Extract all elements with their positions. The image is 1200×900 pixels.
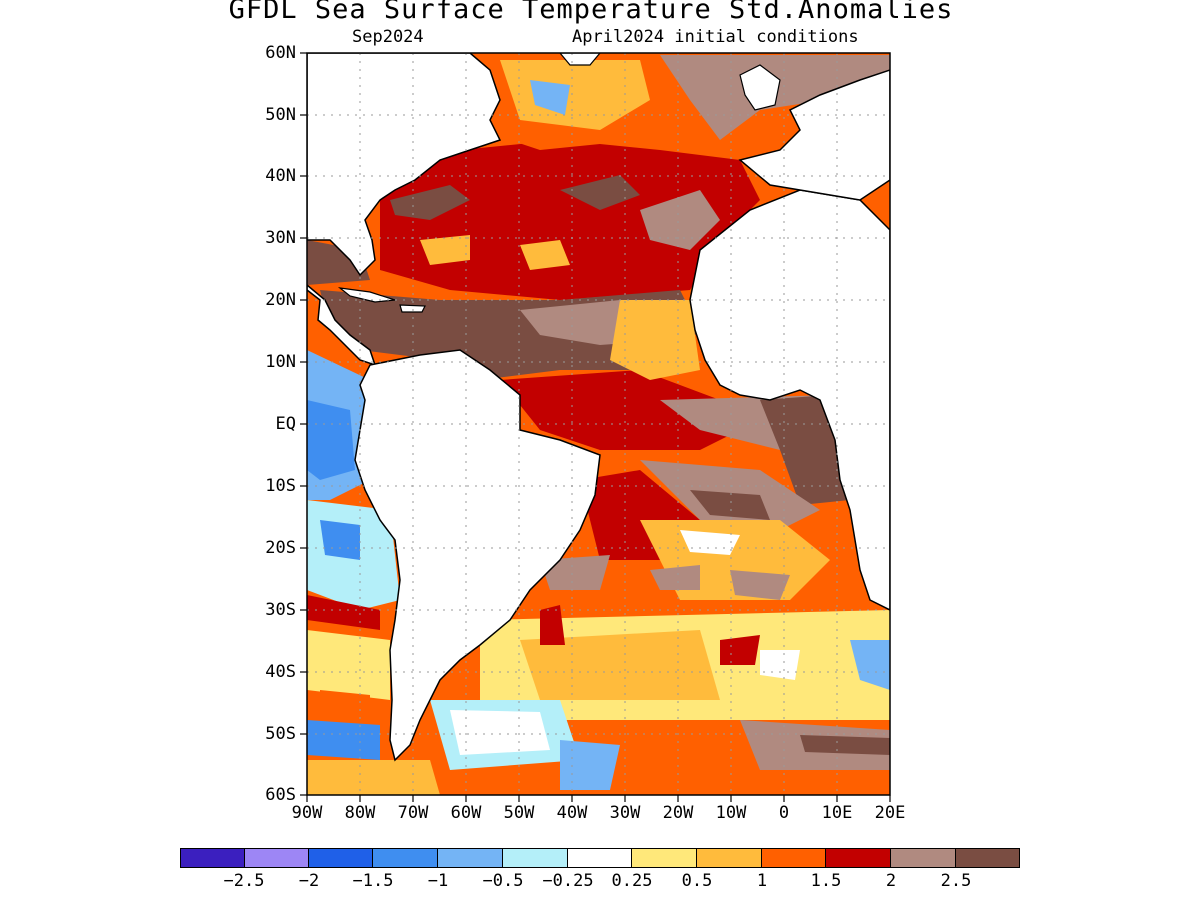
north-atlantic-field [420,235,470,265]
north-atlantic-field [560,175,640,210]
lat-label: 50S [265,724,296,744]
colorbar-label: 1.5 [810,871,842,891]
lat-label: 30N [265,228,296,248]
lon-label: 0 [778,803,790,823]
north-atlantic-field [520,240,570,270]
colorbar-label: 0.25 [611,871,653,891]
south-atlantic-field [650,565,700,590]
lon-label: 50W [503,803,535,823]
colorbar-swatch [437,848,503,868]
colorbar-swatch [244,848,309,868]
lat-label: 40N [265,166,296,186]
lat-label: 20S [265,538,296,558]
south-atlantic-field [450,710,550,755]
cuba-island [337,287,396,303]
south-atlantic-field [307,760,440,795]
colorbar-swatch [696,848,762,868]
east-pacific-field [320,690,370,720]
lat-label: 20N [265,290,296,310]
colorbar-label: 1 [756,871,768,891]
north-atlantic-field [380,140,760,300]
forecast-month: Sep2024 [352,27,424,47]
north-atlantic-field [530,80,570,115]
east-pacific-field [307,720,380,760]
map-title: GFDL Sea Surface Temperature Std.Anomali… [228,0,954,25]
lon-label: 10E [821,803,853,823]
south-atlantic-field [540,605,565,645]
lon-label: 20E [874,803,906,823]
colorbar-label: 2.5 [940,871,972,891]
lon-label: 80W [344,803,376,823]
south-america-landmass [354,349,601,762]
lat-label: 60N [265,43,296,63]
equatorial-field [760,395,850,505]
initial-conditions-label: April2024 initial conditions [572,27,859,47]
lon-label: 90W [291,803,323,823]
lon-label: 30W [609,803,641,823]
east-pacific-field [307,400,355,480]
equatorial-field [500,370,760,450]
south-atlantic-field [760,650,800,680]
lon-label: 60W [450,803,482,823]
lon-label: 70W [397,803,429,823]
lon-label: 10W [715,803,747,823]
colorbar-swatch [308,848,373,868]
east-pacific-field [320,520,360,560]
map-grid [307,53,890,795]
lat-label: 30S [265,600,296,620]
colorbar-swatch [180,848,245,868]
britain-island [739,64,781,111]
lon-label: 20W [662,803,694,823]
colorbar-swatch [761,848,826,868]
colorbar-swatch [890,848,956,868]
europe-landmass [738,69,890,201]
africa-landmass [689,189,890,611]
lat-label: 40S [265,662,296,682]
colorbar-label: −1.5 [352,871,394,891]
south-atlantic-field [620,720,760,790]
south-atlantic-field [850,640,890,690]
colorbar-label: 0.5 [681,871,713,891]
east-pacific-field [307,630,390,700]
south-atlantic-field [560,740,620,790]
north-atlantic-field [640,190,720,250]
colorbar-label: −0.25 [542,871,594,891]
lat-label: 10N [265,352,296,372]
south-atlantic-field [540,555,610,590]
colorbar-label: −1 [427,871,449,891]
colorbar-swatch [955,848,1020,868]
south-atlantic-field [720,635,760,665]
lon-label: 40W [556,803,588,823]
colorbar-label: −0.5 [482,871,524,891]
colorbar-swatch [631,848,697,868]
south-atlantic-field [730,570,790,600]
colorbar-label: −2 [298,871,320,891]
south-atlantic-field [800,735,890,755]
colorbar-swatch [502,848,568,868]
axis-ticks [300,52,891,802]
equatorial-field [610,300,700,380]
hispaniola-island [399,304,426,313]
north-america-landmass [307,53,502,277]
south-atlantic-field [690,490,770,520]
lat-label: 10S [265,476,296,496]
lat-label: 50N [265,105,296,125]
colorbar-label: −2.5 [223,871,265,891]
east-pacific-field [307,595,380,630]
colorbar-swatch [372,848,438,868]
lat-label: 60S [265,785,296,805]
north-atlantic-field [390,185,470,220]
greenland-tip [559,53,601,66]
colorbar-swatch [567,848,632,868]
colorbar-label: 2 [885,871,897,891]
south-atlantic-field [680,530,740,555]
lat-label: EQ [275,414,296,434]
south-atlantic-field [520,630,720,700]
north-atlantic-field [500,60,650,130]
colorbar-swatch [825,848,891,868]
